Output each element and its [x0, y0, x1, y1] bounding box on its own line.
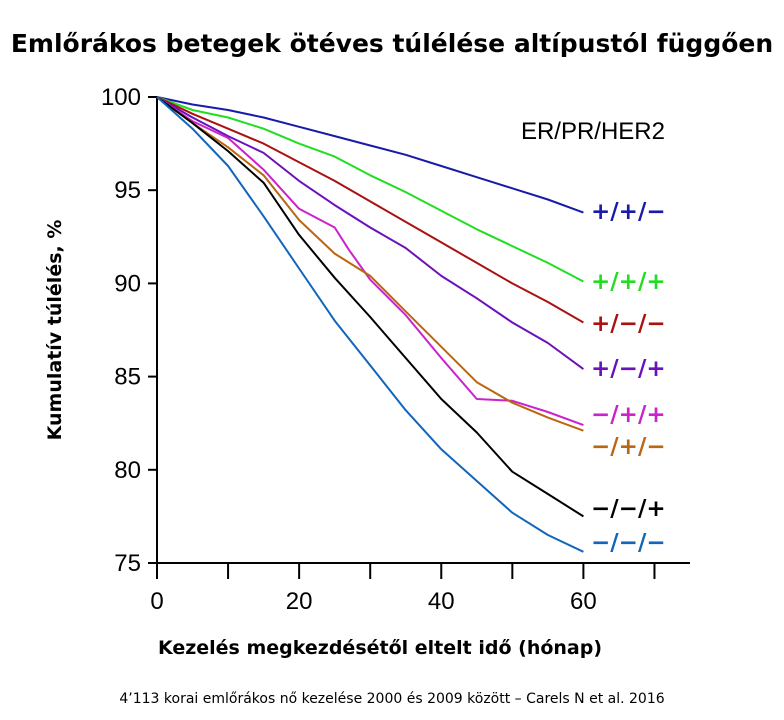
y-tick-label: 90 — [114, 270, 141, 297]
y-tick-label: 75 — [114, 550, 141, 577]
series-line — [156, 96, 584, 370]
y-axis-ticks: 75 80 85 90 95 100 — [101, 84, 157, 577]
series-label: −/+/+ — [591, 402, 666, 428]
series-line — [156, 96, 584, 427]
y-tick-label: 100 — [101, 84, 141, 111]
y-tick-label: 80 — [114, 457, 141, 484]
y-tick-label: 95 — [114, 177, 141, 204]
series-line — [156, 96, 584, 324]
series-label: −/+/− — [591, 434, 666, 460]
series-label: +/+/− — [591, 199, 666, 225]
series-labels: +/+/− +/+/+ +/−/− +/−/+ −/+/+ −/+/− −/−/+ −/−/− — [591, 199, 666, 556]
x-tick-label: 60 — [570, 588, 597, 615]
series-label: −/−/− — [591, 530, 666, 556]
series-label: −/−/+ — [591, 496, 666, 522]
y-axis-title: Kumulatív túlélés, % — [44, 220, 66, 441]
x-axis-ticks: 0 20 40 60 — [150, 563, 656, 615]
y-tick-label: 85 — [114, 364, 141, 391]
series-lines — [156, 96, 584, 553]
series-line — [156, 96, 584, 214]
x-tick-label: 20 — [286, 588, 313, 615]
series-label: +/+/+ — [591, 269, 666, 295]
series-line — [156, 96, 584, 553]
x-axis-title: Kezelés megkezdésétől eltelt idő (hónap) — [158, 637, 602, 659]
series-line — [156, 96, 584, 432]
plot-area: 75 80 85 90 95 100 0 20 40 60 +/+/− +/+/+ +/−/− +/−… — [101, 84, 690, 615]
series-line — [156, 96, 584, 283]
x-tick-label: 40 — [428, 588, 455, 615]
series-line — [156, 96, 584, 518]
chart-title: Emlőrákos betegek ötéves túlélése altípu… — [11, 29, 773, 58]
series-label: +/−/+ — [591, 356, 666, 382]
legend-title: ER/PR/HER2 — [521, 118, 665, 145]
series-label: +/−/− — [591, 311, 666, 337]
x-tick-label: 0 — [150, 588, 163, 615]
source-caption: 4’113 korai emlőrákos nő kezelése 2000 é… — [119, 691, 664, 707]
